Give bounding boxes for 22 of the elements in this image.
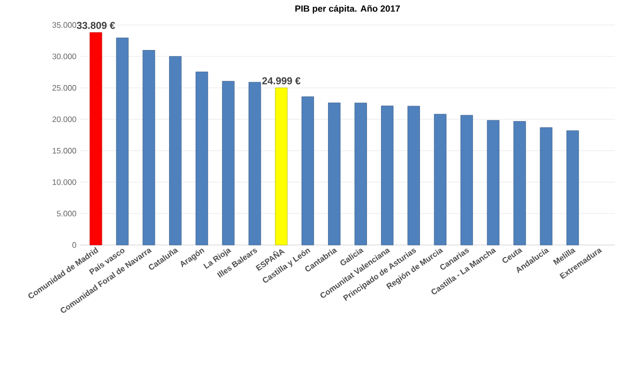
bar bbox=[275, 88, 288, 246]
bar bbox=[116, 38, 129, 246]
bar bbox=[90, 32, 102, 246]
bar bbox=[354, 102, 367, 246]
bar bbox=[513, 121, 526, 246]
bar bbox=[486, 120, 500, 246]
bar bbox=[222, 80, 235, 246]
bar bbox=[302, 96, 314, 246]
bar bbox=[248, 82, 262, 246]
bar bbox=[328, 102, 340, 246]
data-label: 24.999 € bbox=[262, 77, 300, 84]
bar bbox=[142, 50, 156, 246]
bar bbox=[196, 72, 208, 246]
chart-title: PIB per cápita. Año 2017 bbox=[295, 5, 400, 14]
bar bbox=[381, 106, 394, 246]
bar bbox=[169, 56, 182, 246]
bar bbox=[434, 114, 446, 246]
bar bbox=[408, 106, 420, 246]
bar bbox=[566, 130, 579, 246]
bar bbox=[460, 115, 473, 246]
data-label: 33.809 € bbox=[76, 22, 116, 29]
bar bbox=[540, 127, 552, 246]
